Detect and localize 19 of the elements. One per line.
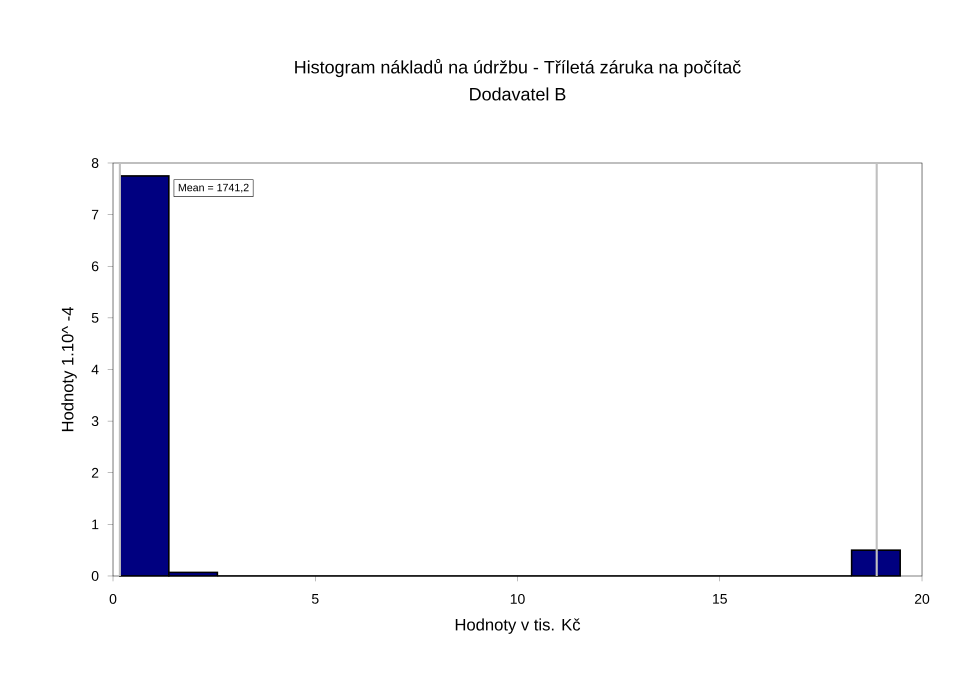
y-tick-label: 5 [92, 313, 98, 323]
y-tick-label: 0 [92, 571, 98, 581]
y-tick-label: 4 [92, 364, 99, 374]
chart-subtitle: Dodavatel B [470, 87, 566, 101]
chart-title: Histogram nákladů na údržbu - Tříletá záruka na počítač [295, 58, 741, 78]
y-tick-label: 7 [92, 210, 98, 220]
y-tick-label: 3 [92, 416, 98, 426]
y-tick-label: 6 [92, 261, 98, 272]
y-tick-label: 1 [92, 520, 98, 530]
x-tick-label: 15 [713, 594, 727, 604]
x-tick-label: 10 [510, 594, 525, 604]
y-tick-label: 8 [92, 158, 98, 168]
x-tick-label: 5 [312, 594, 319, 604]
y-tick-label: 2 [92, 468, 98, 478]
x-axis-title: Hodnoty v tis. Kč [456, 618, 580, 634]
x-tick-label: 20 [914, 594, 930, 604]
y-axis-title: Hodnoty 1.10^ -4 [61, 307, 77, 432]
annotation: Mean = 1741,2 [178, 184, 249, 193]
x-tick-label: 0 [110, 594, 116, 604]
